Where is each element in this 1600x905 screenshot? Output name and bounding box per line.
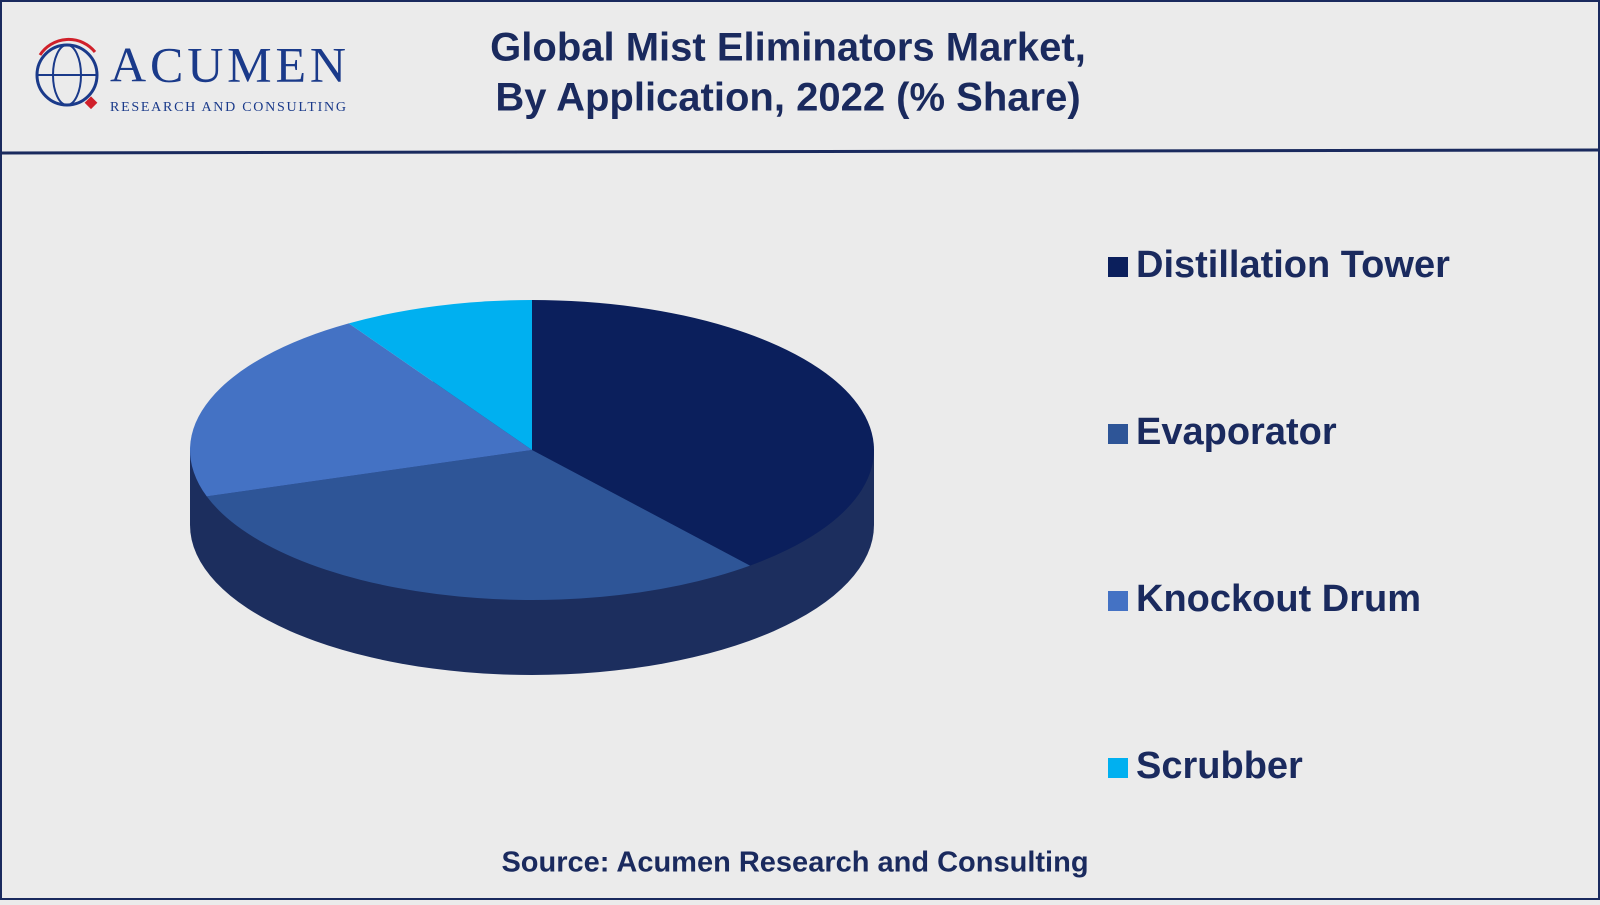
legend-swatch [1108, 257, 1128, 277]
legend-label: Distillation Tower [1136, 244, 1450, 286]
pie-slice [190, 323, 532, 497]
legend-swatch [1108, 591, 1128, 611]
logo-arc [38, 37, 97, 56]
legend-label: Knockout Drum [1136, 578, 1421, 620]
pie-slice [532, 300, 875, 566]
pie-slice [206, 450, 750, 600]
logo-tagline: RESEARCH AND CONSULTING [110, 100, 346, 115]
legend-swatch [1108, 424, 1128, 444]
chart-title: Global Mist Eliminators Market, [490, 26, 1086, 70]
legend-label: Scrubber [1136, 745, 1303, 787]
chart-title: By Application, 2022 (% Share) [495, 76, 1080, 120]
legend-swatch [1108, 758, 1128, 778]
source: Source: Acumen Research and Consulting [501, 847, 1088, 879]
legend-label: Evaporator [1136, 411, 1337, 453]
pie-slice [348, 300, 532, 450]
logo-name: ACUMEN [110, 36, 346, 92]
header-rule [0, 148, 1600, 155]
